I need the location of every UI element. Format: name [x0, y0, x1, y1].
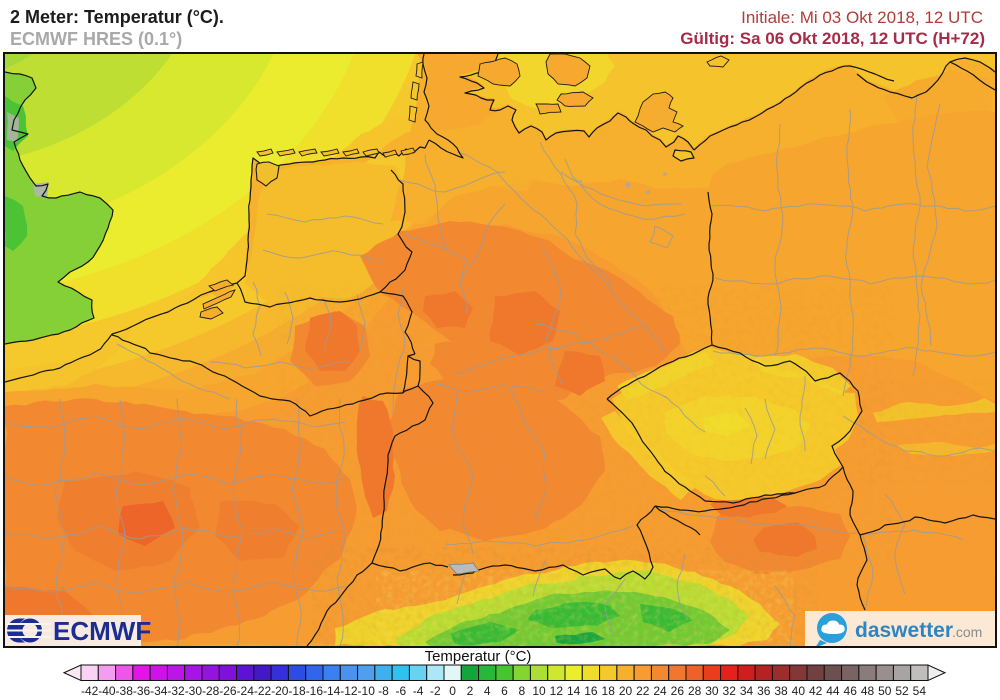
svg-text:-42: -42	[81, 684, 99, 698]
svg-text:32: 32	[723, 684, 737, 698]
svg-text:-26: -26	[219, 684, 237, 698]
svg-text:-14: -14	[323, 684, 341, 698]
svg-text:-20: -20	[271, 684, 289, 698]
svg-text:ECMWF: ECMWF	[53, 616, 151, 646]
svg-text:16: 16	[584, 684, 598, 698]
svg-text:-38: -38	[116, 684, 134, 698]
svg-text:-10: -10	[358, 684, 376, 698]
svg-text:44: 44	[826, 684, 840, 698]
svg-text:-8: -8	[378, 684, 389, 698]
svg-text:40: 40	[792, 684, 806, 698]
svg-text:52: 52	[895, 684, 909, 698]
svg-text:34: 34	[740, 684, 754, 698]
svg-text:-34: -34	[150, 684, 168, 698]
svg-text:38: 38	[774, 684, 788, 698]
svg-text:50: 50	[878, 684, 892, 698]
svg-text:-24: -24	[237, 684, 255, 698]
svg-text:-18: -18	[288, 684, 306, 698]
svg-text:36: 36	[757, 684, 771, 698]
svg-text:54: 54	[913, 684, 927, 698]
svg-text:20: 20	[619, 684, 633, 698]
svg-text:daswetter: daswetter	[855, 619, 953, 642]
svg-text:4: 4	[484, 684, 491, 698]
svg-text:6: 6	[501, 684, 508, 698]
svg-text:10: 10	[532, 684, 546, 698]
svg-text:48: 48	[861, 684, 875, 698]
svg-text:14: 14	[567, 684, 581, 698]
svg-text:-6: -6	[395, 684, 406, 698]
svg-text:8: 8	[518, 684, 525, 698]
svg-text:24: 24	[653, 684, 667, 698]
svg-text:12: 12	[550, 684, 564, 698]
svg-text:18: 18	[602, 684, 616, 698]
svg-text:Temperatur (°C): Temperatur (°C)	[425, 648, 532, 665]
svg-text:42: 42	[809, 684, 823, 698]
svg-text:-22: -22	[254, 684, 272, 698]
svg-text:46: 46	[844, 684, 858, 698]
svg-text:-12: -12	[340, 684, 358, 698]
svg-text:30: 30	[705, 684, 719, 698]
svg-text:-4: -4	[413, 684, 424, 698]
svg-text:.com: .com	[952, 624, 982, 640]
svg-text:-16: -16	[306, 684, 324, 698]
svg-text:0: 0	[449, 684, 456, 698]
svg-text:26: 26	[671, 684, 685, 698]
svg-text:22: 22	[636, 684, 650, 698]
svg-text:-40: -40	[98, 684, 116, 698]
svg-text:-2: -2	[430, 684, 441, 698]
svg-text:28: 28	[688, 684, 702, 698]
svg-text:2: 2	[467, 684, 474, 698]
svg-text:-36: -36	[133, 684, 151, 698]
svg-text:-28: -28	[202, 684, 220, 698]
svg-text:-30: -30	[185, 684, 203, 698]
svg-text:-32: -32	[167, 684, 185, 698]
